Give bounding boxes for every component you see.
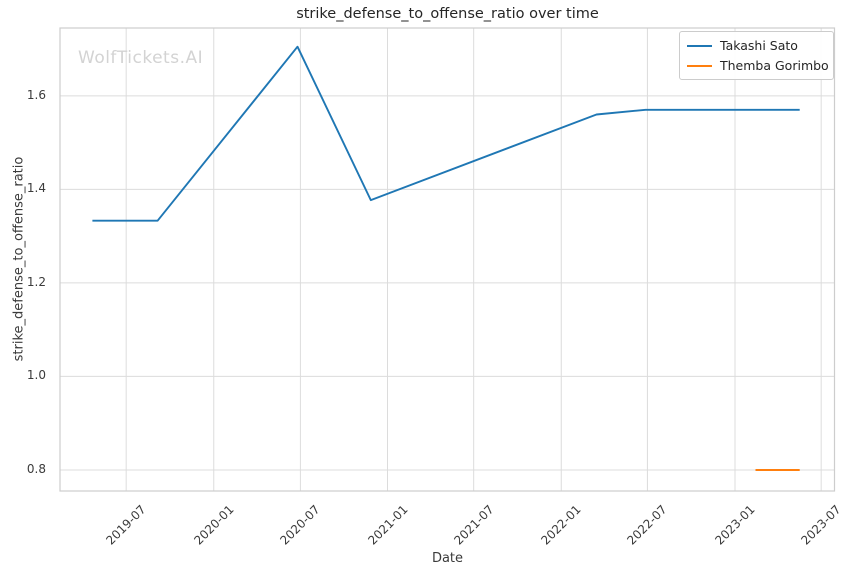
legend-line-swatch — [687, 64, 712, 67]
y-tick-label: 0.8 — [26, 461, 46, 476]
y-tick-label: 1.0 — [26, 368, 46, 383]
chart-title: strike_defense_to_offense_ratio over tim… — [296, 6, 599, 22]
legend-item: Themba Gorimbo — [687, 57, 829, 74]
legend-line-swatch — [687, 44, 712, 47]
plot-border — [59, 27, 836, 492]
x-axis-label: Date — [431, 551, 464, 566]
legend-label: Themba Gorimbo — [720, 58, 829, 73]
watermark: WolfTickets.AI — [78, 48, 204, 68]
legend-label: Takashi Sato — [720, 38, 798, 53]
legend: Takashi Sato Themba Gorimbo — [679, 31, 834, 80]
y-tick-label: 1.2 — [26, 274, 46, 289]
legend-item: Takashi Sato — [687, 37, 825, 54]
series-line-takashi-sato — [92, 45, 800, 222]
y-tick-label: 1.6 — [26, 87, 46, 102]
y-tick-label: 1.4 — [26, 181, 46, 196]
